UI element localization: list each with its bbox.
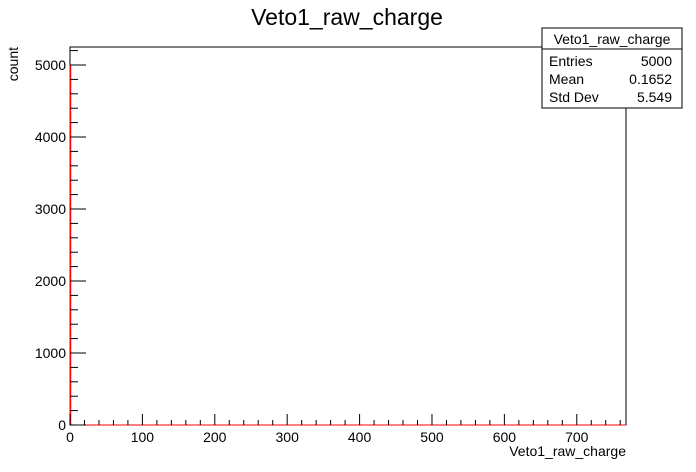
x-axis-title: Veto1_raw_charge — [509, 443, 626, 459]
stats-stddev-label: Std Dev — [549, 89, 599, 105]
stats-entries-label: Entries — [549, 53, 593, 69]
stats-box: Veto1_raw_charge Entries 5000 Mean 0.165… — [541, 27, 683, 109]
histogram-outline — [69, 64, 626, 426]
y-tick-label: 3000 — [35, 201, 66, 217]
y-axis-title: count — [5, 47, 21, 81]
x-axis: 0 100 200 300 400 500 600 700 — [66, 414, 621, 445]
histogram-bins — [69, 64, 626, 426]
x-tick-label: 200 — [203, 429, 227, 445]
y-tick-label: 0 — [58, 417, 66, 433]
stats-entries-value: 5000 — [641, 53, 672, 69]
x-tick-label: 300 — [276, 429, 300, 445]
x-tick-label: 100 — [131, 429, 155, 445]
y-tick-label: 5000 — [35, 57, 66, 73]
y-axis: 0 1000 2000 3000 4000 5000 — [35, 50, 86, 433]
stats-mean-value: 0.1652 — [629, 71, 672, 87]
y-tick-label: 2000 — [35, 273, 66, 289]
y-tick-label: 1000 — [35, 345, 66, 361]
stats-stddev-value: 5.549 — [637, 89, 672, 105]
stats-box-frame — [541, 27, 683, 109]
stats-mean-label: Mean — [549, 71, 584, 87]
x-tick-label: 400 — [348, 429, 372, 445]
stats-box-title: Veto1_raw_charge — [554, 31, 671, 47]
chart-title: Veto1_raw_charge — [251, 4, 443, 30]
x-tick-label: 700 — [565, 429, 589, 445]
x-tick-label: 0 — [66, 429, 74, 445]
y-tick-label: 4000 — [35, 129, 66, 145]
x-tick-label: 600 — [493, 429, 517, 445]
x-tick-label: 500 — [420, 429, 444, 445]
